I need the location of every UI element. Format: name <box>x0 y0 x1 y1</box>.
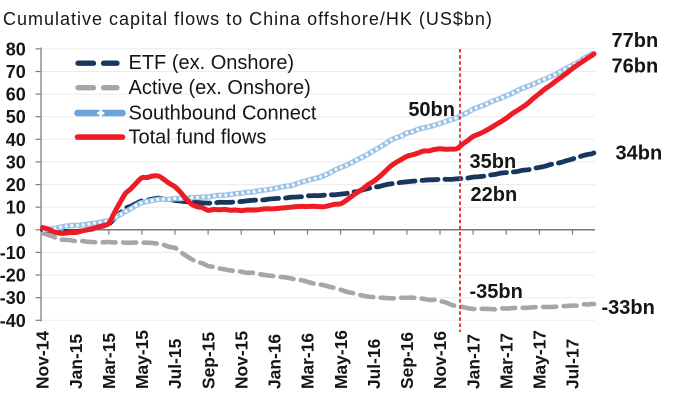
svg-text:May-15: May-15 <box>132 330 152 389</box>
svg-text:50bn: 50bn <box>408 99 455 121</box>
svg-text:Jul-17: Jul-17 <box>563 339 583 389</box>
svg-text:0: 0 <box>16 220 26 240</box>
svg-text:-30: -30 <box>0 288 26 308</box>
svg-text:Cumulative capital flows to Ch: Cumulative capital flows to China offsho… <box>3 9 493 29</box>
svg-text:Sep-15: Sep-15 <box>198 332 218 389</box>
svg-text:Active (ex. Onshore): Active (ex. Onshore) <box>129 77 311 99</box>
svg-text:Mar-16: Mar-16 <box>298 333 318 389</box>
svg-text:76bn: 76bn <box>612 56 659 78</box>
svg-text:Southbound Connect: Southbound Connect <box>129 103 317 125</box>
svg-text:-33bn: -33bn <box>602 297 655 319</box>
svg-text:30: 30 <box>6 152 26 172</box>
svg-text:70: 70 <box>6 62 26 82</box>
svg-text:Jan-16: Jan-16 <box>265 334 285 389</box>
svg-text:Nov-16: Nov-16 <box>430 331 450 389</box>
svg-text:10: 10 <box>6 198 26 218</box>
svg-text:60: 60 <box>6 85 26 105</box>
svg-text:-20: -20 <box>0 266 26 286</box>
svg-text:-10: -10 <box>0 243 26 263</box>
svg-text:Sep-16: Sep-16 <box>397 332 417 389</box>
svg-text:50: 50 <box>6 107 26 127</box>
svg-text:40: 40 <box>6 130 26 150</box>
svg-text:-35bn: -35bn <box>470 281 523 303</box>
svg-text:22bn: 22bn <box>471 184 518 206</box>
svg-text:34bn: 34bn <box>616 143 663 165</box>
svg-text:May-17: May-17 <box>530 330 550 389</box>
svg-text:Mar-15: Mar-15 <box>99 333 119 389</box>
svg-text:35bn: 35bn <box>470 151 517 173</box>
svg-text:Mar-17: Mar-17 <box>497 333 517 389</box>
svg-text:Jul-16: Jul-16 <box>364 338 384 389</box>
svg-text:Jan-17: Jan-17 <box>463 334 483 389</box>
svg-text:80: 80 <box>6 39 26 59</box>
svg-text:Jan-15: Jan-15 <box>66 334 86 389</box>
svg-text:Total fund flows: Total fund flows <box>129 127 267 149</box>
svg-text:77bn: 77bn <box>612 30 659 52</box>
svg-text:ETF (ex. Onshore): ETF (ex. Onshore) <box>129 52 295 74</box>
svg-text:May-16: May-16 <box>331 330 351 389</box>
svg-text:Nov-14: Nov-14 <box>33 331 53 389</box>
svg-text:Jul-15: Jul-15 <box>165 338 185 389</box>
svg-text:Nov-15: Nov-15 <box>231 331 251 389</box>
svg-text:20: 20 <box>6 175 26 195</box>
svg-text:-40: -40 <box>0 311 26 331</box>
